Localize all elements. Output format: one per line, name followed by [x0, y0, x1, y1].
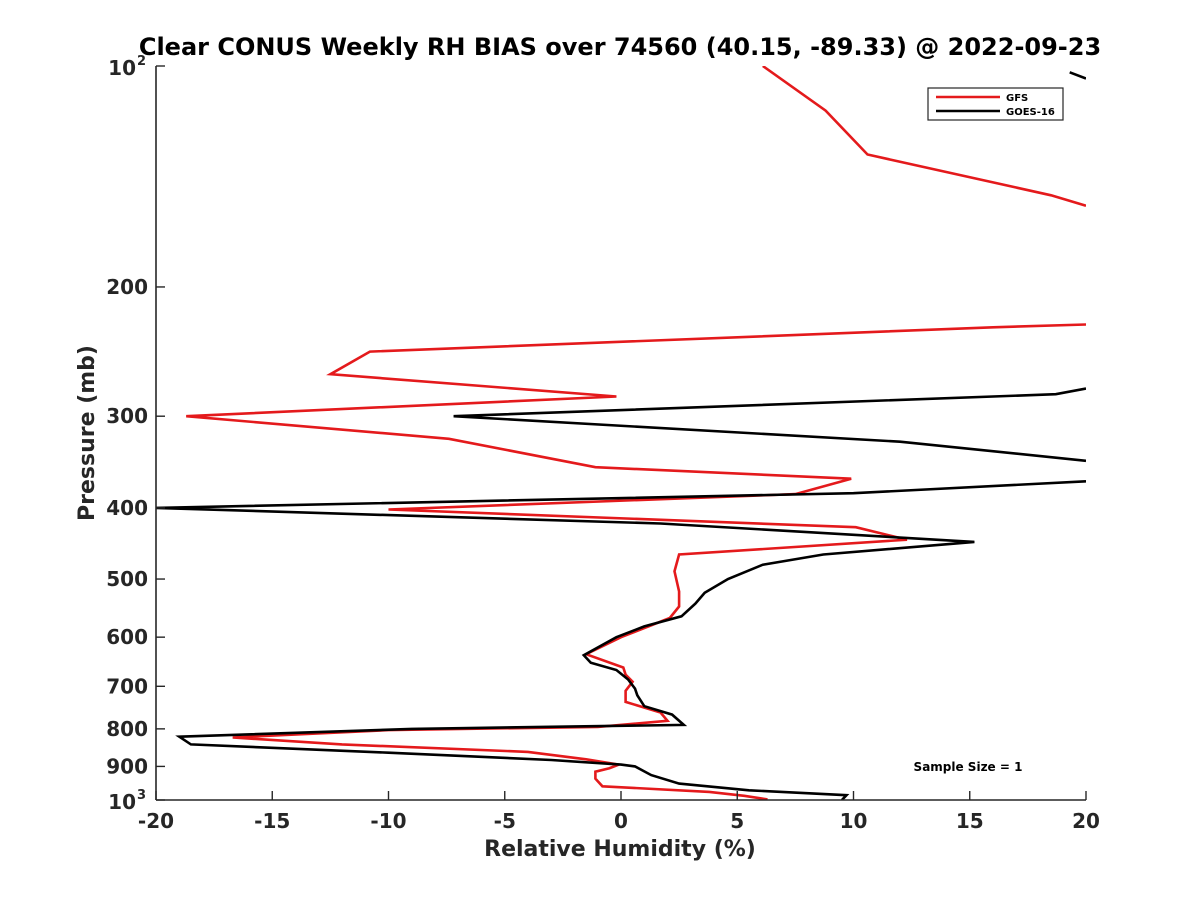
- y-tick-label: 10: [108, 56, 136, 80]
- x-axis-label: Relative Humidity (%): [484, 837, 756, 862]
- y-tick-exponent: 2: [137, 54, 146, 69]
- y-tick-label: 800: [106, 717, 148, 741]
- x-tick-label: 15: [956, 809, 984, 833]
- x-tick-label: 0: [614, 809, 628, 833]
- sample-size-annotation: Sample Size = 1: [914, 760, 1023, 774]
- x-tick-label: -10: [370, 809, 406, 833]
- y-tick-label: 500: [106, 567, 148, 591]
- x-tick-labels: -20 -15 -10 -5 0 5 10 15 20: [138, 809, 1100, 833]
- y-tick-label: 300: [106, 404, 148, 428]
- x-tick-label: 10: [840, 809, 868, 833]
- plot-lines: [156, 66, 1086, 800]
- series-line-1: [186, 66, 1086, 800]
- y-tick-label: 200: [106, 275, 148, 299]
- y-tick-label: 700: [106, 674, 148, 698]
- series-line-2: [156, 71, 1086, 800]
- axes: [155, 65, 1087, 801]
- legend-entry: GOES-16: [1006, 107, 1055, 118]
- legend-box: [927, 87, 1064, 121]
- x-tick-label: -15: [254, 809, 290, 833]
- chart-title: Clear CONUS Weekly RH BIAS over 74560 (4…: [139, 33, 1101, 61]
- legend-entry: GFS: [1006, 93, 1028, 104]
- y-axis-label: Pressure (mb): [75, 345, 100, 521]
- x-tick-label: 5: [730, 809, 744, 833]
- x-tick-label: -20: [138, 809, 174, 833]
- x-tick-label: -5: [494, 809, 516, 833]
- y-tick-label: 10: [108, 790, 136, 814]
- y-tick-label: 400: [106, 496, 148, 520]
- y-tick-label: 900: [106, 754, 148, 778]
- legend: GFS GOES-16: [927, 87, 1064, 121]
- x-tick-label: 20: [1072, 809, 1100, 833]
- y-tick-exponent: 3: [137, 788, 146, 803]
- y-tick-label: 600: [106, 625, 148, 649]
